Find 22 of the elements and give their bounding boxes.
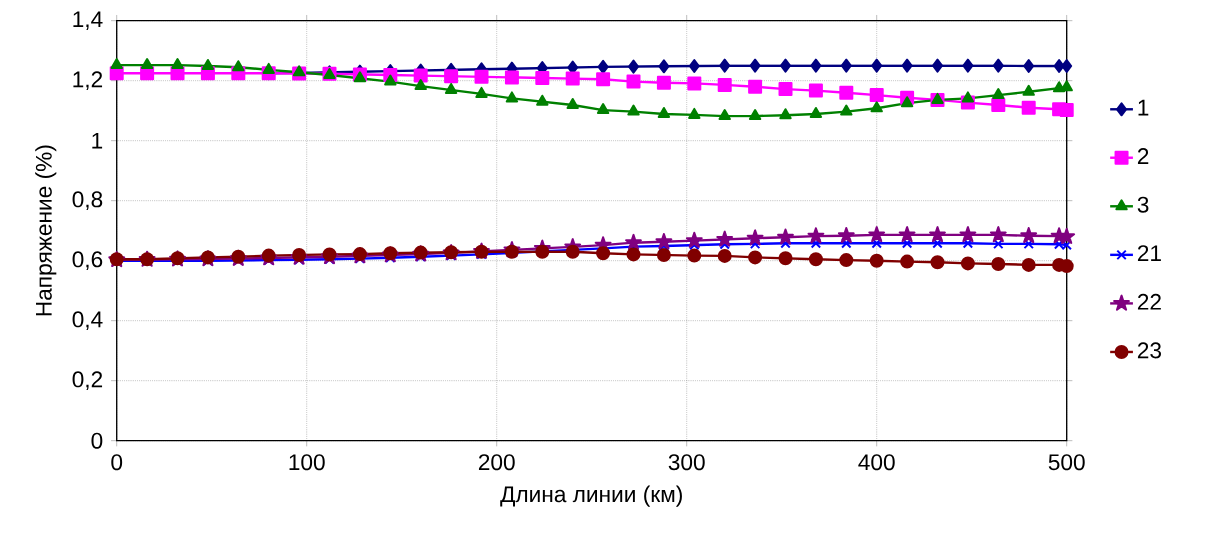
y-tick-label: 0,4 (72, 311, 103, 331)
legend-label: 3 (1137, 196, 1149, 213)
y-axis-title: Напряжение (%) (35, 145, 57, 316)
y-tick-label: 0,8 (72, 191, 103, 211)
legend-label: 23 (1137, 342, 1161, 359)
x-tick-label: 100 (289, 454, 325, 471)
x-tick-label: 400 (858, 454, 895, 471)
legend-label: 2 (1137, 148, 1149, 164)
x-tick-label: 0 (111, 454, 123, 471)
y-tick-label: 0,2 (72, 371, 103, 391)
legend-label: 21 (1137, 245, 1161, 262)
legend-label: 22 (1137, 293, 1161, 310)
x-tick-label: 200 (478, 454, 515, 471)
x-tick-label: 500 (1048, 454, 1085, 471)
y-tick-label: 1,2 (73, 71, 103, 91)
legend-label: 1 (1138, 99, 1149, 116)
y-tick-label: 0 (91, 432, 103, 449)
y-tick-label: 0,6 (72, 251, 103, 271)
x-axis-title: Длина линии (км) (500, 485, 682, 507)
y-tick-label: 1 (92, 132, 103, 149)
x-tick-label: 300 (668, 454, 705, 471)
y-tick-label: 1,4 (73, 11, 103, 30)
